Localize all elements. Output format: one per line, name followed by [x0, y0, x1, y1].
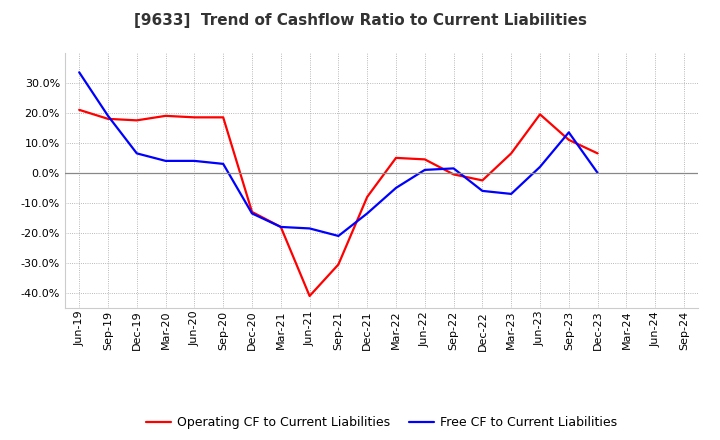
Free CF to Current Liabilities — [132, 151, 141, 156]
Free CF to Current Liabilities — [536, 164, 544, 169]
Free CF to Current Liabilities — [75, 70, 84, 75]
Operating CF to Current Liabilities — [536, 112, 544, 117]
Free CF to Current Liabilities — [190, 158, 199, 164]
Operating CF to Current Liabilities — [334, 262, 343, 267]
Operating CF to Current Liabilities — [75, 107, 84, 113]
Operating CF to Current Liabilities — [132, 118, 141, 123]
Free CF to Current Liabilities — [363, 211, 372, 216]
Text: [9633]  Trend of Cashflow Ratio to Current Liabilities: [9633] Trend of Cashflow Ratio to Curren… — [133, 13, 587, 28]
Free CF to Current Liabilities — [276, 224, 285, 230]
Free CF to Current Liabilities — [161, 158, 170, 164]
Operating CF to Current Liabilities — [478, 178, 487, 183]
Operating CF to Current Liabilities — [276, 224, 285, 230]
Free CF to Current Liabilities — [219, 161, 228, 166]
Free CF to Current Liabilities — [334, 233, 343, 238]
Operating CF to Current Liabilities — [190, 115, 199, 120]
Free CF to Current Liabilities — [392, 185, 400, 191]
Operating CF to Current Liabilities — [593, 151, 602, 156]
Free CF to Current Liabilities — [420, 167, 429, 172]
Line: Operating CF to Current Liabilities: Operating CF to Current Liabilities — [79, 110, 598, 296]
Operating CF to Current Liabilities — [161, 113, 170, 118]
Free CF to Current Liabilities — [593, 170, 602, 176]
Operating CF to Current Liabilities — [363, 194, 372, 200]
Line: Free CF to Current Liabilities: Free CF to Current Liabilities — [79, 72, 598, 236]
Free CF to Current Liabilities — [449, 166, 458, 171]
Free CF to Current Liabilities — [564, 130, 573, 135]
Free CF to Current Liabilities — [305, 226, 314, 231]
Free CF to Current Liabilities — [507, 191, 516, 197]
Operating CF to Current Liabilities — [248, 209, 256, 215]
Operating CF to Current Liabilities — [104, 116, 112, 121]
Operating CF to Current Liabilities — [449, 172, 458, 177]
Operating CF to Current Liabilities — [392, 155, 400, 161]
Operating CF to Current Liabilities — [305, 293, 314, 299]
Operating CF to Current Liabilities — [564, 137, 573, 143]
Operating CF to Current Liabilities — [219, 115, 228, 120]
Free CF to Current Liabilities — [104, 113, 112, 118]
Free CF to Current Liabilities — [478, 188, 487, 194]
Legend: Operating CF to Current Liabilities, Free CF to Current Liabilities: Operating CF to Current Liabilities, Fre… — [141, 411, 622, 434]
Free CF to Current Liabilities — [248, 211, 256, 216]
Operating CF to Current Liabilities — [507, 151, 516, 156]
Operating CF to Current Liabilities — [420, 157, 429, 162]
